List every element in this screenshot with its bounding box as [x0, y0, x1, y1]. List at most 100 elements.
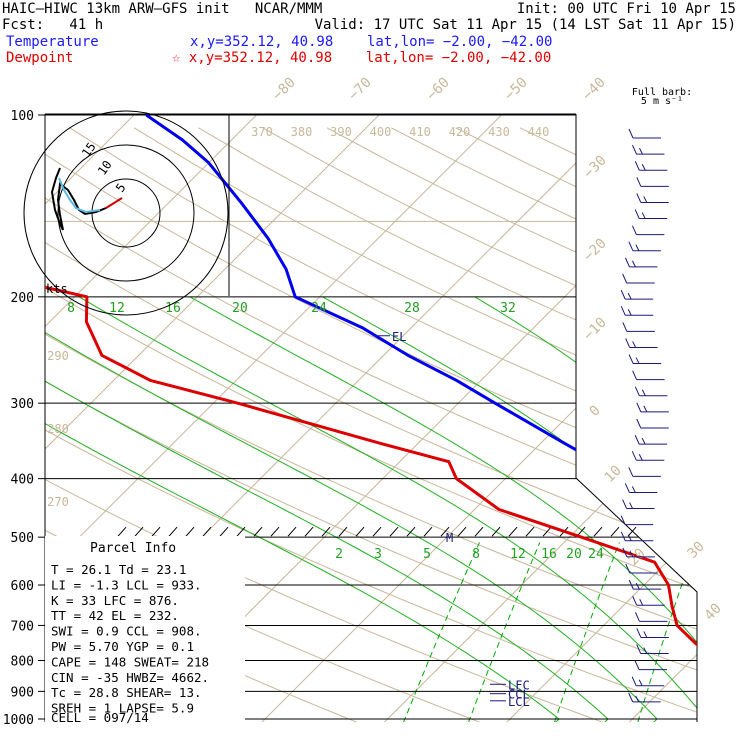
wind-barb-flag [636, 418, 642, 429]
theta-label: 440 [528, 125, 550, 139]
model-title: HAIC–HIWC 13km ARW–GFS init NCAR/MMM [2, 1, 323, 17]
mixing-ratio-label: 16 [165, 301, 181, 316]
isotherm-label: −30 [581, 153, 610, 182]
isotherm-line [374, 114, 697, 722]
parcel-info-title: Parcel Info [90, 541, 176, 556]
isotherm-label: −10 [581, 315, 610, 344]
wind-barb-flag [636, 628, 642, 638]
init-time: Init: 00 UTC Fri 10 Apr 15 [516, 1, 736, 17]
valid-time: Valid: 17 UTC Sat 11 Apr 15 (14 LST Sat … [314, 17, 736, 33]
dry-adiabat [45, 127, 697, 722]
hatch-mark [389, 526, 399, 537]
wind-barb-flag [625, 563, 631, 574]
wind-barb-flag [628, 128, 634, 139]
level-mark-label: LFC [508, 678, 530, 692]
dry-adiabat [45, 127, 382, 722]
wind-barb-flag [643, 405, 648, 413]
mixing-ratio-label-lower: 5 [423, 547, 431, 562]
hatch-mark [440, 526, 450, 537]
wind-barb-flag [620, 531, 626, 541]
wind-barb-flag [634, 612, 640, 622]
theta-label: 400 [370, 125, 392, 139]
isotherm-line [496, 114, 697, 722]
hodograph-trace [50, 167, 107, 231]
hatch-mark [457, 526, 467, 537]
mixing-ratio-line [711, 542, 740, 731]
level-mark-label: EL [392, 330, 406, 344]
wind-barb-flag [625, 257, 630, 268]
theta-label-left: 290 [47, 349, 69, 363]
dry-adiabat [45, 127, 697, 722]
parcel-info-row: LI = -1.3 LCL = 933. [51, 577, 202, 592]
pressure-tick-label: 100 [11, 109, 34, 124]
isotherm-label: 30 [685, 539, 708, 562]
hatch-mark [406, 526, 416, 537]
theta-label-left: 270 [47, 495, 69, 509]
hatch-mark [338, 526, 348, 537]
wind-barb-flag [628, 579, 634, 590]
wind-barb-flag [639, 147, 643, 155]
wind-barb-flag [635, 357, 640, 364]
theta-label: 380 [291, 125, 313, 139]
wind-barb-flag [641, 437, 646, 445]
parcel-info-row: PW = 5.70 YGP = 0.1 [51, 639, 194, 654]
forecast-hour: Fcst: 41 h [2, 17, 104, 33]
hatch-mark [542, 526, 552, 537]
wind-barb-flag [643, 196, 648, 203]
wind-barb-flag [632, 341, 637, 348]
theta-label: 370 [251, 125, 273, 139]
level-mark-label: LCL [508, 695, 530, 709]
hatch-mark [134, 526, 144, 537]
wind-barb-flag [622, 499, 628, 509]
pressure-tick-label: 800 [11, 654, 34, 669]
mixing-ratio-label: 28 [404, 301, 420, 316]
isotherm-label: −70 [346, 75, 375, 104]
wind-barb-flag [628, 241, 634, 251]
wind-barb-flag [631, 451, 637, 461]
wind-barb-flag [627, 534, 632, 542]
temperature-legend: Temperature [6, 34, 99, 50]
wind-barb-flag [625, 338, 631, 348]
wind-barb-flag [635, 695, 640, 703]
wind-barb-flag [636, 177, 642, 187]
dry-adiabat [391, 127, 697, 722]
hodograph-cell-label: CELL = 097/14 [51, 710, 149, 725]
dry-adiabat [45, 127, 697, 722]
wind-barb-flag [620, 306, 626, 316]
wind-barb-flag [639, 598, 644, 606]
wind-barb-flag [634, 209, 640, 219]
dry-adiabat [45, 127, 697, 722]
wind-barb-flag [622, 547, 628, 558]
hodograph-ring-label: 15 [79, 140, 99, 160]
hodograph-unit-label: kts [46, 282, 68, 296]
hatch-mark [610, 526, 620, 537]
moist-adiabat [45, 296, 609, 722]
isotherm-label: −60 [424, 75, 453, 104]
wind-barb-flag [634, 660, 640, 670]
wind-barb-flag [627, 308, 632, 316]
frame-right [575, 114, 698, 722]
isotherm-label: −50 [502, 75, 531, 104]
moist-adiabat [322, 296, 697, 722]
dry-adiabat [519, 127, 697, 722]
wind-barb-flag [620, 515, 626, 525]
theta-label: 410 [409, 125, 431, 139]
hatch-mark [372, 526, 382, 537]
pressure-tick-label: 600 [11, 579, 34, 594]
hatch-mark [236, 526, 246, 537]
mixing-ratio-label: 20 [232, 301, 248, 316]
pressure-tick-label: 400 [11, 473, 34, 488]
level-mark-label: CCL [508, 688, 530, 702]
wind-barb-flag [638, 679, 643, 687]
mixing-ratio-label: 24 [311, 301, 327, 316]
isotherm-label: −80 [270, 75, 299, 104]
barb-legend-line2: 5 m s⁻¹ [641, 96, 683, 107]
dewpoint-location: ☆ x,y=352.12, 40.98 lat,lon= −2.00, −42.… [172, 50, 552, 66]
hatch-mark [287, 526, 297, 537]
wind-barb-flag [641, 212, 646, 219]
wind-barb-flag [635, 582, 640, 590]
isotherm-label: −40 [580, 75, 609, 104]
dry-adiabat [45, 127, 697, 722]
hodograph-ring [57, 144, 195, 282]
wind-barb-flag [641, 389, 646, 397]
